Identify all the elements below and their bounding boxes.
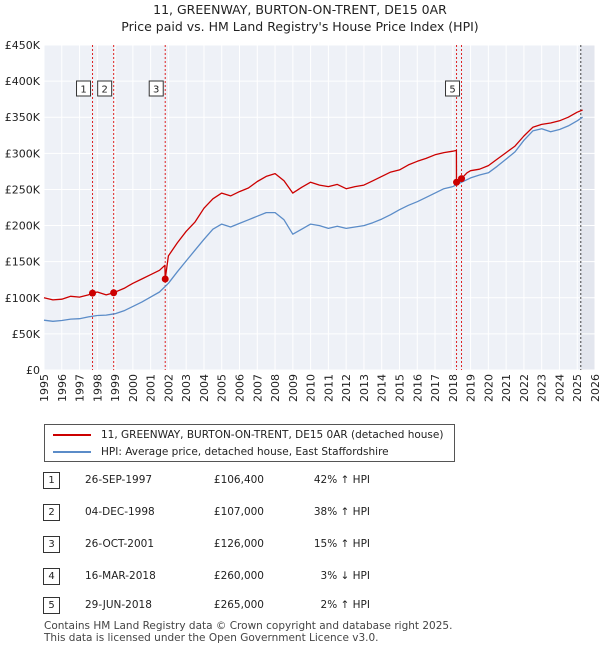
sale-marker-box — [76, 80, 92, 97]
sale-date: 04-DEC-1998 — [85, 506, 155, 518]
x-tick-label: 2000 — [127, 374, 140, 402]
y-tick-label: £50K — [12, 328, 41, 341]
x-tick-label: 2019 — [465, 374, 478, 402]
sale-price: £107,000 — [213, 506, 264, 518]
table-row: 3 26-OCT-2001 £126,000 15% ↑ HPI — [0, 534, 600, 554]
sale-point — [161, 275, 169, 283]
table-row: 2 04-DEC-1998 £107,000 38% ↑ HPI — [0, 502, 600, 522]
sale-date: 29-JUN-2018 — [85, 599, 152, 611]
x-tick-label: 2001 — [145, 374, 158, 402]
y-tick-label: £250K — [5, 183, 41, 196]
legend-label: 11, GREENWAY, BURTON-ON-TRENT, DE15 0AR … — [101, 429, 444, 441]
sale-number-box: 2 — [43, 504, 60, 521]
sale-number-box: 1 — [43, 472, 60, 489]
x-tick-label: 2026 — [589, 374, 600, 402]
sale-hpi-diff: 38% ↑ HPI — [313, 506, 370, 518]
y-tick-label: £300K — [5, 147, 41, 160]
x-tick-label: 2022 — [518, 374, 531, 402]
sale-date: 16-MAR-2018 — [85, 570, 156, 582]
x-tick-label: 2024 — [553, 374, 566, 402]
table-row: 5 29-JUN-2018 £265,000 2% ↑ HPI — [0, 595, 600, 615]
x-tick-label: 2023 — [536, 374, 549, 402]
x-tick-label: 2002 — [162, 374, 175, 402]
sale-hpi-diff: 2% ↑ HPI — [320, 599, 370, 611]
x-tick-label: 2011 — [322, 374, 335, 402]
sale-marker-label: 5 — [449, 85, 455, 96]
x-tick-label: 2008 — [269, 374, 282, 402]
sale-date: 26-SEP-1997 — [85, 474, 153, 486]
sale-hpi-diff: 42% ↑ HPI — [313, 474, 370, 486]
y-tick-label: £350K — [5, 111, 41, 124]
sale-marker-box — [97, 80, 113, 97]
y-tick-label: £0 — [26, 364, 40, 377]
sale-marker-box — [148, 80, 164, 97]
x-tick-label: 2013 — [358, 374, 371, 402]
footer-copyright: Contains HM Land Registry data © Crown c… — [44, 620, 453, 632]
sale-hpi-diff: 3% ↓ HPI — [320, 570, 370, 582]
x-tick-label: 1997 — [74, 374, 87, 402]
x-tick-label: 2018 — [447, 374, 460, 402]
sale-point — [458, 175, 466, 183]
x-tick-label: 2006 — [234, 374, 247, 402]
y-tick-label: £400K — [5, 75, 41, 88]
legend-item-hpi: HPI: Average price, detached house, East… — [53, 444, 389, 460]
chart-title: 11, GREENWAY, BURTON-ON-TRENT, DE15 0AR — [153, 2, 447, 17]
x-tick-label: 1995 — [38, 374, 51, 402]
sale-marker-box — [445, 80, 461, 97]
footer-license: This data is licensed under the Open Gov… — [44, 632, 379, 644]
x-tick-label: 2007 — [251, 374, 264, 402]
x-tick-label: 2020 — [482, 374, 495, 402]
sale-number-box: 3 — [43, 536, 60, 553]
chart-subtitle: Price paid vs. HM Land Registry's House … — [121, 19, 479, 34]
sale-marker-label: 2 — [101, 85, 107, 96]
x-tick-label: 2012 — [340, 374, 353, 402]
table-row: 1 26-SEP-1997 £106,400 42% ↑ HPI — [0, 470, 600, 490]
x-tick-label: 2014 — [376, 374, 389, 402]
sale-price: £265,000 — [213, 599, 264, 611]
sale-marker-label: 3 — [153, 85, 159, 96]
legend-item-property: 11, GREENWAY, BURTON-ON-TRENT, DE15 0AR … — [53, 427, 443, 443]
sale-price: £260,000 — [213, 570, 264, 582]
plot-background — [44, 45, 595, 370]
price-chart: 1 2 3 5 £0 £50K £100K £150K £200K £250K £300K £350K… — [5, 39, 600, 402]
sale-price: £106,400 — [213, 474, 264, 486]
x-tick-label: 2009 — [287, 374, 300, 402]
y-tick-label: £450K — [5, 39, 41, 52]
x-tick-label: 2015 — [393, 374, 406, 402]
table-row: 4 16-MAR-2018 £260,000 3% ↓ HPI — [0, 566, 600, 586]
chart-legend: 11, GREENWAY, BURTON-ON-TRENT, DE15 0AR … — [44, 424, 455, 462]
sale-price: £126,000 — [213, 538, 264, 550]
x-tick-label: 2003 — [180, 374, 193, 402]
sale-point — [110, 289, 118, 297]
sale-point — [89, 289, 97, 297]
x-tick-label: 1998 — [91, 374, 104, 402]
x-tick-label: 1996 — [56, 374, 69, 402]
sale-hpi-diff: 15% ↑ HPI — [313, 538, 370, 550]
x-tick-label: 2004 — [198, 374, 211, 402]
legend-swatch-blue — [53, 451, 91, 453]
series-line — [43, 109, 583, 301]
x-tick-label: 2005 — [216, 374, 229, 402]
x-tick-label: 2021 — [500, 374, 513, 402]
legend-swatch-red — [53, 434, 91, 436]
x-tick-label: 1999 — [109, 374, 122, 402]
sale-point — [453, 178, 461, 186]
x-tick-label: 2010 — [305, 374, 318, 402]
x-tick-label: 2016 — [411, 374, 424, 402]
sale-date: 26-OCT-2001 — [85, 538, 154, 550]
series-line — [43, 116, 583, 322]
legend-label: HPI: Average price, detached house, East… — [101, 446, 389, 458]
forecast-shading — [580, 45, 595, 370]
x-tick-label: 2017 — [429, 374, 442, 402]
sale-number-box: 5 — [43, 597, 60, 614]
y-tick-label: £100K — [5, 292, 41, 305]
y-tick-label: £150K — [5, 256, 41, 269]
sale-marker-label: 1 — [80, 85, 86, 96]
sale-number-box: 4 — [43, 568, 60, 585]
x-tick-label: 2025 — [571, 374, 584, 402]
y-tick-label: £200K — [5, 220, 41, 233]
